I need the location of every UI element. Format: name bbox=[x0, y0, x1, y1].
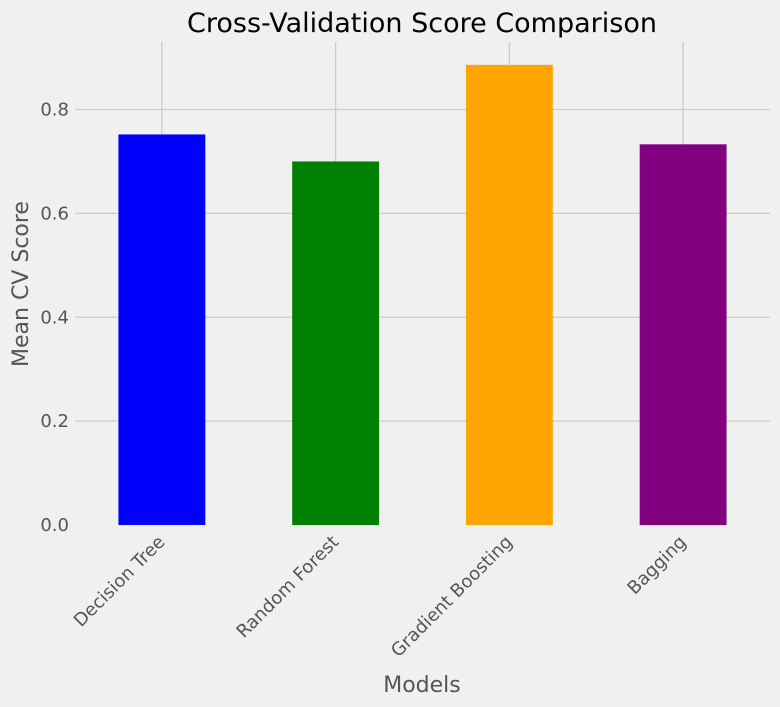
bar-bagging bbox=[639, 144, 727, 525]
y-tick-label: 0.6 bbox=[40, 203, 69, 224]
y-tick-label: 0.2 bbox=[40, 411, 69, 432]
y-tick-label: 0.4 bbox=[40, 307, 69, 328]
y-tick-label: 0.0 bbox=[40, 515, 69, 536]
bars bbox=[118, 64, 727, 526]
y-tick-label: 0.8 bbox=[40, 100, 69, 121]
bar-decision-tree bbox=[118, 134, 206, 525]
bar-random-forest bbox=[292, 161, 380, 526]
y-axis-label: Mean CV Score bbox=[9, 201, 34, 367]
bar-gradient-boosting bbox=[465, 64, 553, 525]
y-tick-labels: 0.0 0.2 0.4 0.6 0.8 bbox=[40, 100, 69, 536]
chart-title: Cross-Validation Score Comparison bbox=[187, 8, 657, 39]
x-axis-label: Models bbox=[383, 673, 461, 698]
